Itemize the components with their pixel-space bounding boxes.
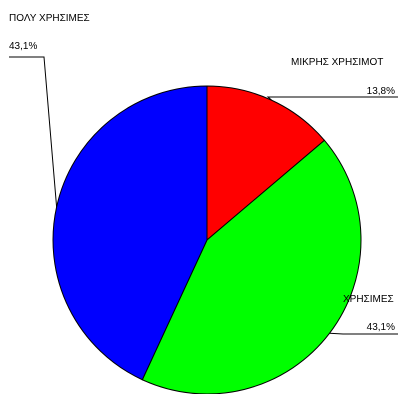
leader-line-xrisimes — [329, 332, 398, 335]
slice-label-mikris: ΜΙΚΡΗΣ ΧΡΗΣΙΜΟΤ — [291, 57, 383, 68]
slice-value-xrisimes: 43,1% — [367, 322, 395, 333]
slice-value-poly-xrisimes: 43,1% — [9, 41, 37, 52]
pie-slices — [52, 85, 362, 394]
slice-value-mikris: 13,8% — [367, 86, 395, 97]
leader-line-poly-xrisimes — [9, 56, 58, 207]
leader-line-mikris — [266, 96, 398, 101]
leader-lines — [9, 56, 398, 335]
pie-slice-mikris — [206, 85, 326, 242]
pie-slice-poly-xrisimes — [52, 85, 208, 381]
slice-label-poly-xrisimes: ΠΟΛΥ ΧΡΗΣΙΜΕΣ — [9, 13, 90, 24]
slice-label-xrisimes: ΧΡΗΣΙΜΕΣ — [343, 294, 394, 305]
